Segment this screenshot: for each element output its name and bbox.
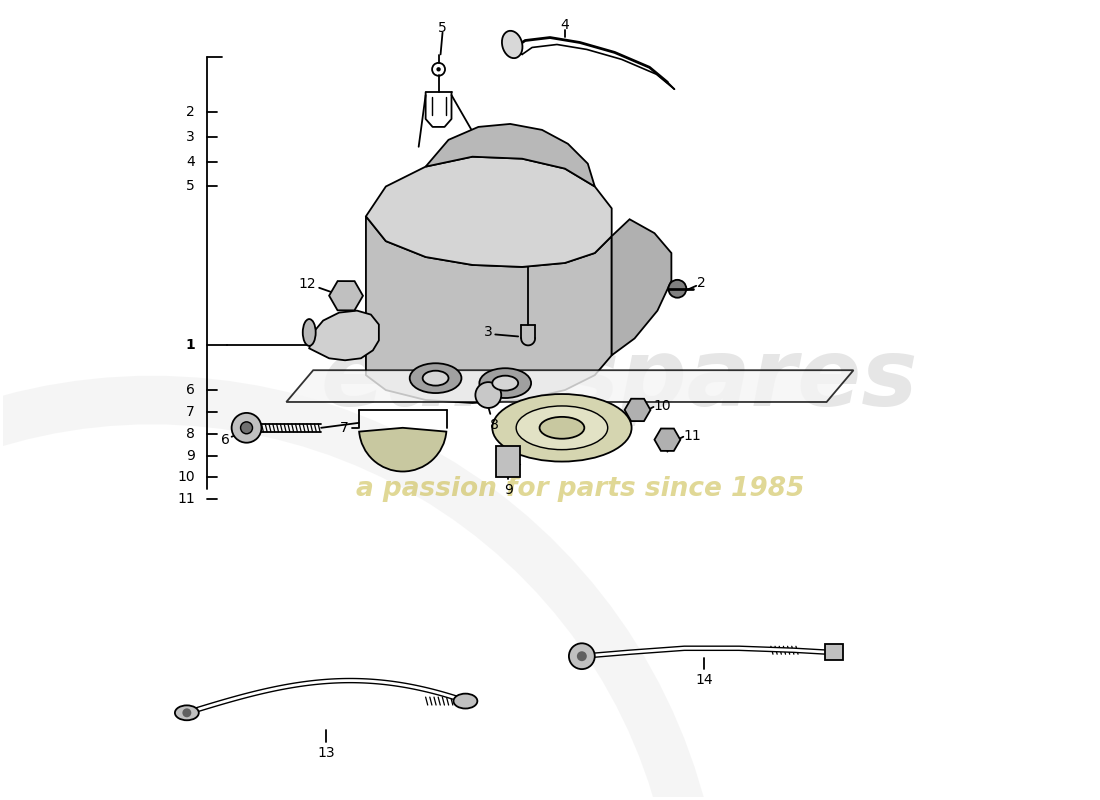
Text: 7: 7 [340,421,349,435]
Text: 3: 3 [186,130,195,144]
Circle shape [669,280,686,298]
Text: 5: 5 [186,179,195,194]
Text: 6: 6 [186,383,195,397]
Ellipse shape [493,376,518,390]
Circle shape [232,413,262,442]
Circle shape [437,67,441,71]
Text: 12: 12 [298,277,316,291]
Ellipse shape [493,394,631,462]
Text: 1: 1 [185,338,195,352]
Ellipse shape [453,694,477,709]
Ellipse shape [409,363,461,393]
Text: 13: 13 [317,746,334,759]
Text: 9: 9 [186,449,195,462]
Text: 4: 4 [561,18,570,32]
Polygon shape [426,124,595,186]
Text: eurospares: eurospares [321,334,918,426]
Bar [496,446,520,478]
Text: 7: 7 [186,405,195,419]
Text: 6: 6 [221,433,230,446]
Ellipse shape [540,417,584,438]
Ellipse shape [175,706,199,720]
Text: 3: 3 [484,326,493,339]
Polygon shape [366,157,612,267]
Text: 8: 8 [491,418,499,432]
Circle shape [241,422,253,434]
Text: 14: 14 [695,673,713,687]
Circle shape [475,382,502,408]
Polygon shape [286,370,854,402]
Text: 8: 8 [186,426,195,441]
Circle shape [576,651,586,661]
Polygon shape [309,310,378,360]
Ellipse shape [516,406,607,450]
Circle shape [569,643,595,669]
Text: a passion for parts since 1985: a passion for parts since 1985 [355,476,804,502]
Wedge shape [359,428,447,471]
Text: 5: 5 [438,21,447,34]
Text: 11: 11 [177,492,195,506]
Text: 4: 4 [186,154,195,169]
Text: 2: 2 [697,276,706,290]
Ellipse shape [422,370,449,386]
Bar [825,644,843,660]
Polygon shape [612,219,671,355]
Text: 10: 10 [177,470,195,485]
Text: 10: 10 [653,399,671,413]
Text: 11: 11 [683,429,701,442]
Ellipse shape [480,368,531,398]
Ellipse shape [502,31,522,58]
Text: 9: 9 [504,483,513,498]
Ellipse shape [302,319,316,346]
Polygon shape [366,216,612,403]
Circle shape [183,708,191,718]
Text: 2: 2 [186,105,195,119]
